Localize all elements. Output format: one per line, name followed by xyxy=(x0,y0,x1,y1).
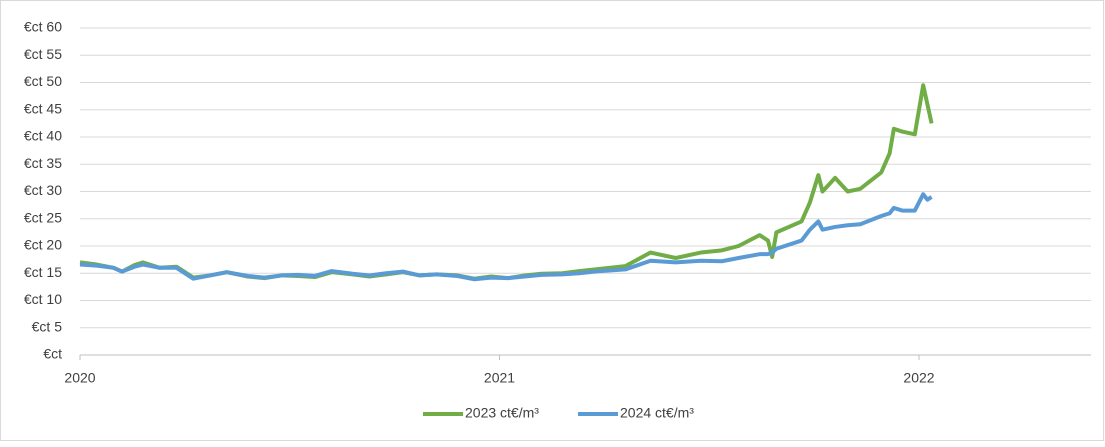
y-tick-label: €ct 45 xyxy=(24,100,62,116)
legend-label: 2024 ct€/m³ xyxy=(620,405,694,421)
x-tick-label: 2020 xyxy=(64,370,95,386)
line-series xyxy=(79,192,933,282)
y-tick-label: €ct 60 xyxy=(24,19,62,35)
y-tick-label: €ct 30 xyxy=(24,182,62,198)
legend-label: 2023 ct€/m³ xyxy=(465,405,539,421)
y-tick-label: €ct 15 xyxy=(24,264,62,280)
y-tick-label: €ct xyxy=(43,346,62,362)
y-tick-label: €ct 25 xyxy=(24,209,62,225)
y-tick-label: €ct 35 xyxy=(24,155,62,171)
y-tick-label: €ct 5 xyxy=(32,318,63,334)
x-tick-label: 2021 xyxy=(484,370,515,386)
y-tick-label: €ct 40 xyxy=(24,128,62,144)
y-tick-label: €ct 20 xyxy=(24,237,62,253)
y-tick-label: €ct 50 xyxy=(24,73,62,89)
y-tick-label: €ct 55 xyxy=(24,46,62,62)
y-tick-label: €ct 10 xyxy=(24,291,62,307)
x-tick-label: 2022 xyxy=(903,370,934,386)
